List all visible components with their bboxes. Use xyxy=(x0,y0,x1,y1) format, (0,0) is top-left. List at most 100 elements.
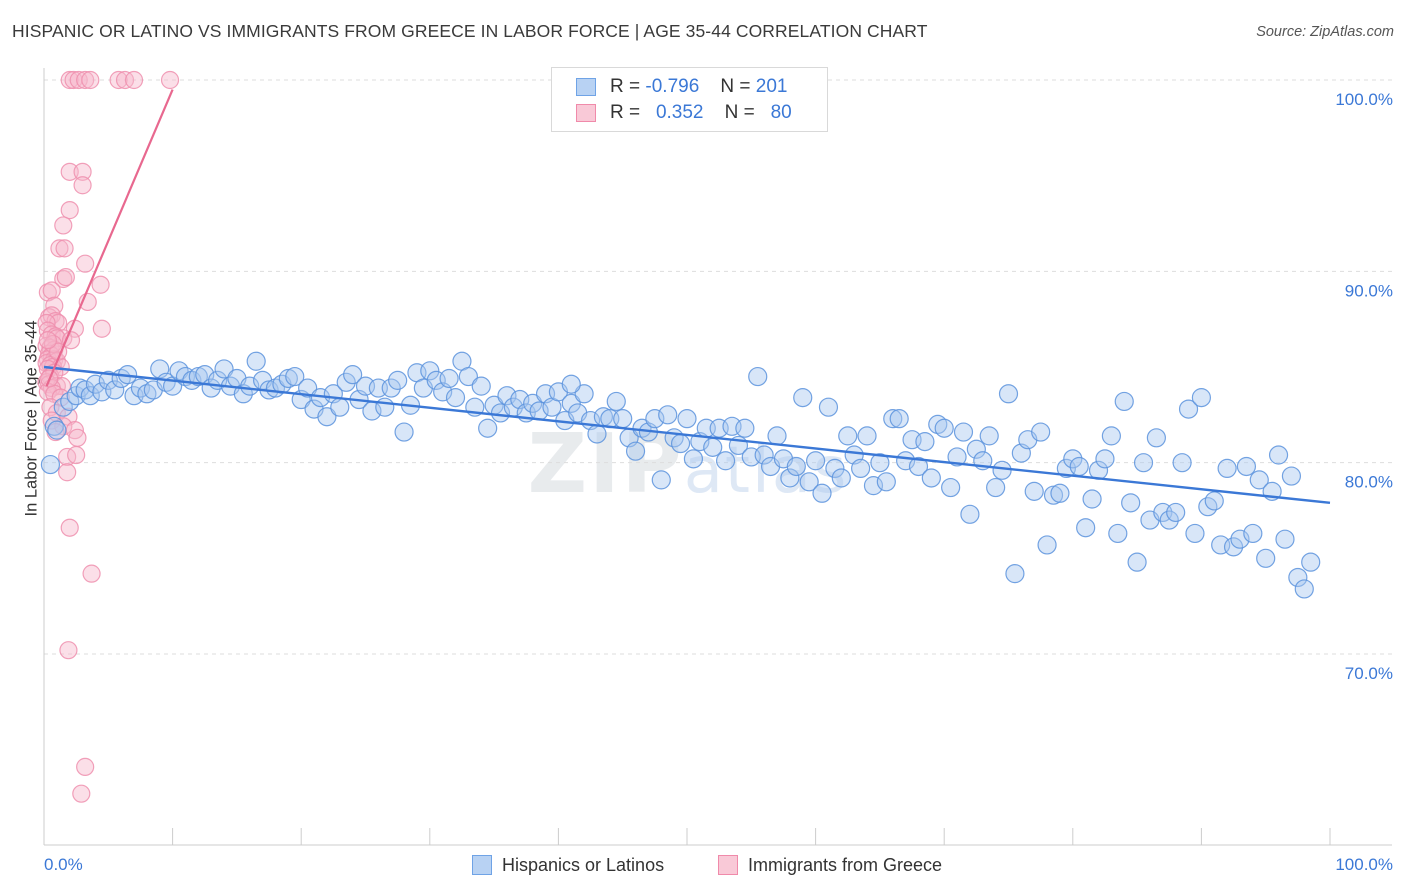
data-point xyxy=(703,437,723,457)
data-point xyxy=(60,518,79,537)
data-point xyxy=(979,426,999,446)
legend-label-greece: Immigrants from Greece xyxy=(748,854,943,875)
data-point xyxy=(1294,579,1314,599)
data-point xyxy=(1095,449,1115,469)
data-point xyxy=(561,374,581,394)
data-point xyxy=(388,370,408,390)
data-point xyxy=(1005,564,1025,584)
data-point xyxy=(124,70,144,90)
trendline-hispanics xyxy=(43,365,1331,505)
data-point xyxy=(47,420,67,440)
data-point xyxy=(561,393,581,413)
data-point xyxy=(54,269,73,289)
legend-n-value: 80 xyxy=(770,102,792,123)
data-point xyxy=(60,201,79,220)
data-point xyxy=(1024,481,1044,501)
chart-title: HISPANIC OR LATINO VS IMMIGRANTS FROM GR… xyxy=(12,21,928,41)
data-point xyxy=(1236,456,1257,477)
data-point xyxy=(799,472,819,492)
data-point xyxy=(606,391,626,412)
data-point xyxy=(1037,535,1057,555)
data-point xyxy=(40,454,61,475)
data-point xyxy=(381,378,401,398)
data-point xyxy=(1108,523,1128,544)
data-point xyxy=(58,463,77,482)
data-point xyxy=(625,441,646,461)
data-point xyxy=(72,784,91,803)
data-point xyxy=(85,374,106,394)
data-point xyxy=(889,409,909,429)
data-point xyxy=(966,439,986,459)
source-label: Source: ZipAtlas.com xyxy=(1256,24,1394,40)
data-point xyxy=(68,428,87,447)
data-point xyxy=(50,239,69,258)
data-point xyxy=(825,458,845,479)
hispanics-or-latinos-points xyxy=(40,351,1321,599)
y-tick-label: 70.0% xyxy=(1345,664,1393,683)
legend-row-hispanics: R = -0.796 N = 201 xyxy=(576,75,787,99)
data-point xyxy=(1204,491,1224,511)
data-point xyxy=(677,409,697,429)
data-point xyxy=(246,351,266,371)
data-point xyxy=(960,504,980,524)
data-point xyxy=(748,366,768,387)
data-point xyxy=(214,359,234,379)
legend-n-value: 201 xyxy=(755,76,788,97)
data-point xyxy=(58,447,77,467)
data-point xyxy=(1191,388,1212,408)
data-point xyxy=(1178,399,1199,419)
data-point xyxy=(55,239,74,258)
data-point xyxy=(1101,426,1121,446)
data-point xyxy=(394,422,414,442)
data-point xyxy=(1268,445,1289,465)
data-point xyxy=(767,426,787,446)
data-point xyxy=(1146,428,1166,448)
data-point xyxy=(953,422,974,442)
data-point xyxy=(38,331,57,350)
data-point xyxy=(92,319,111,338)
stats-legend: R = -0.796 N = 201 R = 0.352 N = 80 xyxy=(551,67,828,132)
legend-r-label: R = xyxy=(610,76,641,97)
y-tick-label: 90.0% xyxy=(1345,281,1393,300)
immigrants-from-greece-points xyxy=(37,70,180,803)
data-point xyxy=(317,407,337,427)
data-point xyxy=(1288,567,1308,588)
trendline-greece xyxy=(45,89,174,387)
data-point xyxy=(105,380,125,400)
data-point xyxy=(330,397,350,417)
legend-swatch-pink xyxy=(718,855,738,875)
data-point xyxy=(863,476,884,496)
y-tick-label: 100.0% xyxy=(1335,90,1393,109)
data-point xyxy=(73,162,92,181)
data-point xyxy=(497,386,517,406)
data-point xyxy=(1114,391,1134,412)
axes xyxy=(43,68,1392,846)
legend-row-greece: R = 0.352 N = 80 xyxy=(576,101,792,125)
data-point xyxy=(941,477,961,498)
data-point xyxy=(1121,493,1141,513)
data-point xyxy=(651,470,671,490)
data-point xyxy=(812,483,832,503)
data-point xyxy=(1243,523,1263,544)
data-point xyxy=(1223,537,1244,557)
data-point xyxy=(445,388,466,408)
data-point xyxy=(60,162,79,181)
data-point xyxy=(883,409,903,429)
data-point xyxy=(658,405,678,425)
x-tick-label: 0.0% xyxy=(44,855,83,874)
data-point xyxy=(1172,453,1192,473)
data-point xyxy=(908,456,929,477)
data-point xyxy=(82,564,101,583)
data-point xyxy=(1166,502,1186,523)
data-point xyxy=(75,380,95,400)
legend-swatch-blue xyxy=(576,78,596,96)
data-point xyxy=(838,426,858,446)
data-point xyxy=(921,468,941,488)
data-point xyxy=(1133,453,1154,473)
data-point xyxy=(818,397,839,417)
data-point xyxy=(1281,466,1302,486)
data-point xyxy=(42,281,61,300)
data-point xyxy=(1050,483,1070,503)
data-point xyxy=(420,361,440,381)
